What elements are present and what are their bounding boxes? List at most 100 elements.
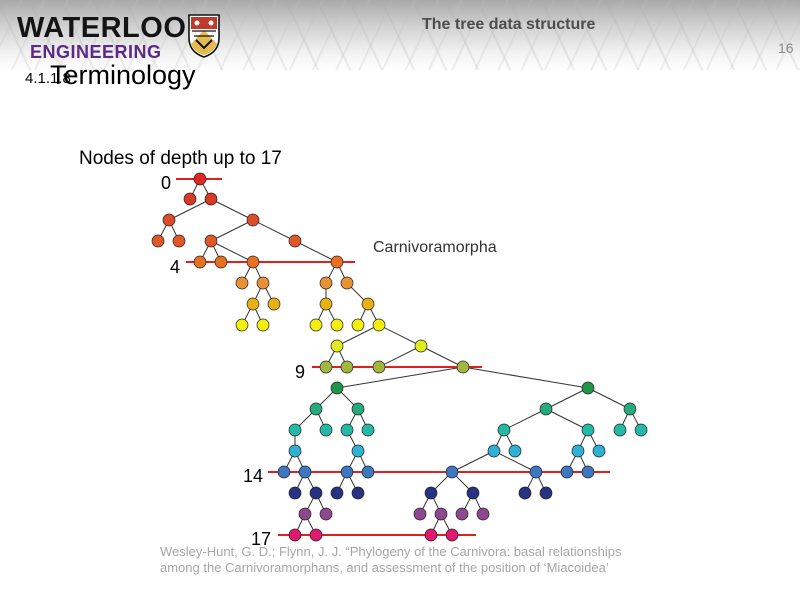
section-title: Terminology	[50, 60, 196, 90]
tree-node-depth-6	[267, 297, 281, 311]
logo-wordmark: WATERLOO	[17, 12, 187, 44]
tree-node-depth-5	[256, 276, 270, 290]
tree-node-depth-5	[319, 276, 333, 290]
tree-node-depth-15	[518, 486, 532, 500]
tree-edge	[210, 198, 254, 221]
tree-node-depth-3	[204, 234, 218, 248]
tree-node-depth-4	[246, 255, 260, 269]
tree-node-depth-17	[309, 528, 323, 542]
tree-node-depth-14	[277, 465, 291, 479]
tree-node-depth-9	[319, 360, 333, 374]
depth-labels: 0 4 9 14 17 Carnivoramorpha	[161, 173, 497, 549]
tree-node-depth-9	[340, 360, 354, 374]
diagram-caption: Nodes of depth up to 17	[79, 148, 282, 169]
tree-edges	[157, 178, 642, 536]
tree-edge	[503, 408, 547, 431]
tree-node-depth-3	[172, 234, 186, 248]
depth-label-4: 4	[170, 257, 180, 277]
tree-edge	[545, 387, 589, 410]
tree-node-depth-8	[414, 339, 428, 353]
tree-edge	[493, 450, 537, 473]
tree-node-depth-6	[319, 297, 333, 311]
tree-node-depth-15	[288, 486, 302, 500]
tree-node-depth-10	[330, 381, 344, 395]
citation-line-2: among the Carnivoramorphans, and assessm…	[160, 560, 609, 575]
tree-node-depth-7	[330, 318, 344, 332]
tree-node-depth-7	[372, 318, 386, 332]
citation: Wesley-Hunt, G. D.; Flynn, J. J. “Phylog…	[160, 544, 621, 576]
tree-node-depth-5	[340, 276, 354, 290]
tree-node-depth-12	[613, 423, 627, 437]
tree-node-depth-4	[330, 255, 344, 269]
tree-node-depth-13	[508, 444, 522, 458]
tree-node-depth-8	[330, 339, 344, 353]
tree-node-depth-15	[539, 486, 553, 500]
tree-node-depth-15	[351, 486, 365, 500]
tree-node-depth-6	[361, 297, 375, 311]
tree-edge	[336, 366, 464, 389]
tree-node-depth-12	[319, 423, 333, 437]
tree-node-depth-13	[351, 444, 365, 458]
tree-node-depth-7	[235, 318, 249, 332]
tree-node-depth-1	[204, 192, 218, 206]
depth-label-0: 0	[161, 173, 171, 193]
tree-node-depth-16	[319, 507, 333, 521]
tree-node-depth-10	[581, 381, 595, 395]
tree-edge	[336, 324, 380, 347]
tree-node-depth-16	[476, 507, 490, 521]
logo-subtitle: ENGINEERING	[30, 42, 162, 62]
tree-node-depth-4	[214, 255, 228, 269]
tree-node-depth-12	[288, 423, 302, 437]
depth-label-17: 17	[251, 529, 271, 549]
tree-edge	[462, 366, 589, 389]
tree-node-depth-13	[487, 444, 501, 458]
citation-line-1: Wesley-Hunt, G. D.; Flynn, J. J. “Phylog…	[160, 544, 622, 559]
tree-node-depth-9	[372, 360, 386, 374]
tree-node-depth-13	[571, 444, 585, 458]
tree-node-depth-14	[529, 465, 543, 479]
tree-edge	[378, 345, 422, 368]
tree-edge	[210, 219, 254, 242]
tree-node-depth-9	[456, 360, 470, 374]
tree-node-depth-12	[634, 423, 648, 437]
crest-shield-icon	[188, 14, 220, 58]
tree-node-depth-15	[424, 486, 438, 500]
tree-node-depth-2	[246, 213, 260, 227]
slide-number: 16	[778, 40, 794, 56]
tree-node-depth-14	[340, 465, 354, 479]
tree-edge	[451, 450, 495, 473]
tree-edge	[252, 219, 296, 242]
tree-node-depth-3	[151, 234, 165, 248]
clade-annotation: Carnivoramorpha	[373, 239, 497, 256]
tree-node-depth-2	[162, 213, 176, 227]
tree-node-depth-17	[445, 528, 459, 542]
tree-node-depth-12	[340, 423, 354, 437]
tree-edge	[420, 345, 464, 368]
tree-node-depth-12	[497, 423, 511, 437]
tree-node-depth-4	[193, 255, 207, 269]
tree-node-depth-13	[288, 444, 302, 458]
tree-edge	[545, 408, 589, 431]
tree-node-depth-0	[193, 172, 207, 186]
tree-edge	[378, 324, 422, 347]
slide-title: The tree data structure	[422, 16, 596, 33]
depth-label-14: 14	[243, 466, 263, 486]
tree-node-depth-11	[309, 402, 323, 416]
section-number: 4.1.1.8	[25, 70, 71, 87]
header-background	[0, 0, 800, 70]
tree-node-depth-13	[592, 444, 606, 458]
tree-node-depth-6	[246, 297, 260, 311]
tree-node-depth-3	[288, 234, 302, 248]
tree-nodes	[151, 172, 648, 542]
tree-node-depth-16	[413, 507, 427, 521]
tree-node-depth-7	[256, 318, 270, 332]
tree-node-depth-16	[455, 507, 469, 521]
tree-node-depth-11	[539, 402, 553, 416]
tree-node-depth-7	[309, 318, 323, 332]
tree-node-depth-15	[330, 486, 344, 500]
tree-node-depth-17	[288, 528, 302, 542]
depth-label-9: 9	[295, 362, 305, 382]
tree-node-depth-7	[351, 318, 365, 332]
depth-lines	[176, 178, 610, 536]
